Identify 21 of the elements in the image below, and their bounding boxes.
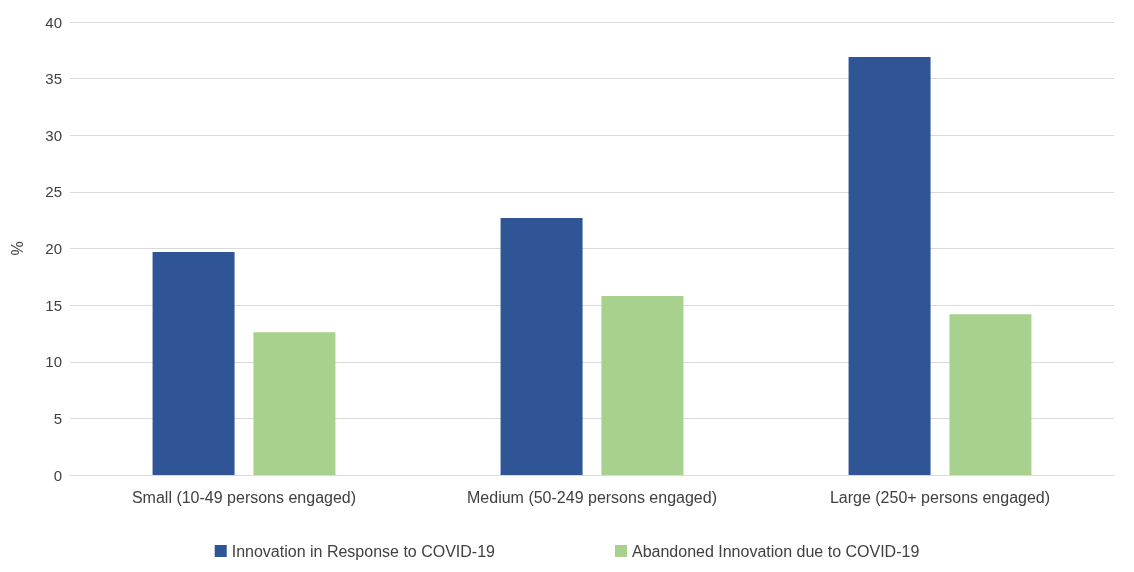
bar xyxy=(601,296,684,475)
bar xyxy=(253,332,336,475)
y-axis-title: % xyxy=(8,241,26,256)
bar xyxy=(848,57,931,475)
y-tick-label: 10 xyxy=(45,353,62,371)
y-tick-label: 20 xyxy=(45,240,62,257)
x-tick-label: Small (10-49 persons engaged) xyxy=(131,488,357,506)
y-tick-label: 40 xyxy=(45,13,62,31)
bar xyxy=(949,314,1032,475)
legend-label: Innovation in Response to COVID-19 xyxy=(231,542,496,560)
legend-label: Abandoned Innovation due to COVID-19 xyxy=(631,542,920,560)
y-tick-label: 15 xyxy=(45,296,62,314)
y-tick-label: 35 xyxy=(45,70,62,88)
bar xyxy=(152,251,235,475)
y-tick-label: 5 xyxy=(53,409,62,427)
bar xyxy=(500,217,583,475)
y-tick-label: 0 xyxy=(53,466,62,484)
y-tick-label: 30 xyxy=(45,126,62,144)
x-tick-label: Large (250+ persons engaged) xyxy=(829,488,1051,506)
y-tick-label: 25 xyxy=(45,183,62,201)
x-tick-label: Medium (50-249 persons engaged) xyxy=(467,488,717,506)
